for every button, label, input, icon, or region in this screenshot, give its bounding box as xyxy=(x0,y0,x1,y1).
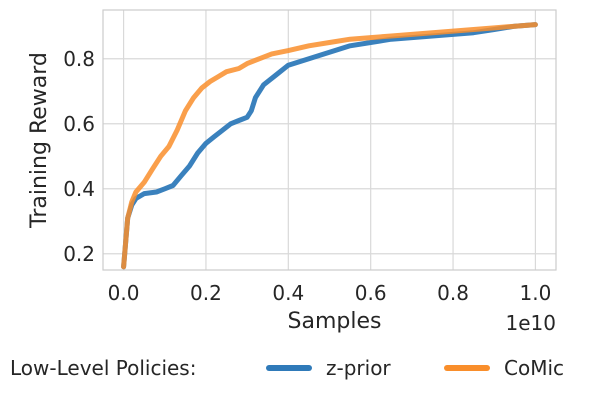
legend: Low-Level Policies: z-prior CoMic xyxy=(0,352,598,392)
y-tick-label: 0.4 xyxy=(63,177,95,201)
x-tick-label: 1.0 xyxy=(520,281,552,305)
series-line-z-prior xyxy=(121,22,538,270)
legend-label-z-prior: z-prior xyxy=(326,356,391,380)
legend-swatch-comic xyxy=(444,365,490,371)
x-tick-label: 0.8 xyxy=(437,281,469,305)
legend-item-z-prior: z-prior xyxy=(266,356,391,380)
y-axis-label: Training Reward xyxy=(27,52,52,229)
y-tick-label: 0.2 xyxy=(63,242,95,266)
y-tick-label: 0.6 xyxy=(63,112,95,136)
x-tick-label: 0.4 xyxy=(272,281,304,305)
y-tick-label: 0.8 xyxy=(63,47,95,71)
series-line-comic xyxy=(121,22,538,270)
x-tick-labels: 0.0 0.2 0.4 0.6 0.8 1.0 xyxy=(108,281,552,305)
legend-title: Low-Level Policies: xyxy=(10,356,197,380)
x-tick-label: 0.6 xyxy=(355,281,387,305)
x-axis-offset-label: 1e10 xyxy=(506,311,556,335)
y-tick-labels: 0.2 0.4 0.6 0.8 xyxy=(63,47,95,266)
x-tick-label: 0.2 xyxy=(190,281,222,305)
legend-item-comic: CoMic xyxy=(444,356,564,380)
legend-swatch-z-prior xyxy=(266,365,312,371)
x-tick-label: 0.0 xyxy=(108,281,140,305)
series-layer xyxy=(121,22,538,270)
x-axis-label: Samples xyxy=(288,309,382,334)
grid-lines xyxy=(103,10,556,270)
line-chart: 0.0 0.2 0.4 0.6 0.8 1.0 0.20.40.60.8 Samples … xyxy=(27,9,557,335)
plot-frame xyxy=(102,9,557,271)
legend-label-comic: CoMic xyxy=(504,356,565,380)
